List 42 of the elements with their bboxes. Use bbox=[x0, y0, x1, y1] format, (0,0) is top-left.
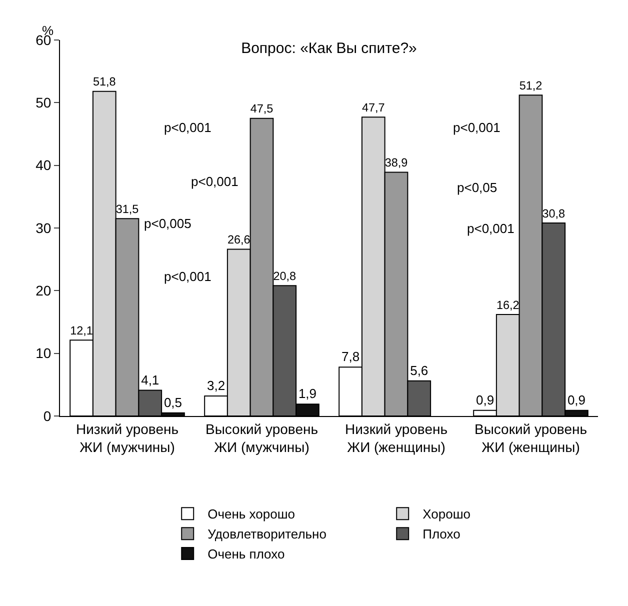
data-label: 31,5 bbox=[116, 202, 140, 216]
y-tick-label: 30 bbox=[36, 220, 52, 236]
data-label: 4,1 bbox=[141, 372, 160, 388]
annotation: p<0,001 bbox=[467, 221, 514, 236]
y-tick-label: 0 bbox=[43, 408, 52, 424]
x-tick-label: Высокий уровень ЖИ (мужчины) bbox=[205, 420, 318, 455]
data-label: 0,9 bbox=[476, 392, 494, 408]
data-label: 7,8 bbox=[341, 349, 360, 364]
annotation: p<0,001 bbox=[164, 120, 212, 135]
data-label: 51,2 bbox=[519, 79, 542, 92]
data-label: 30,8 bbox=[542, 207, 566, 220]
legend-label: Плохо bbox=[422, 526, 460, 542]
data-label: 3,2 bbox=[206, 378, 226, 393]
x-tick-label: Низкий уровень ЖИ (мужчины) bbox=[76, 420, 179, 455]
data-label: 47,5 bbox=[250, 102, 274, 116]
data-label: 16,2 bbox=[496, 298, 520, 312]
x-tick-label: Низкий уровень ЖИ (женщины) bbox=[344, 420, 448, 455]
annotation: p<0,001 bbox=[164, 269, 212, 284]
data-label: 5,6 bbox=[410, 362, 428, 378]
legend-label: Очень плохо bbox=[208, 546, 285, 562]
legend-label: Хорошо bbox=[422, 506, 470, 522]
data-label: 51,8 bbox=[92, 76, 116, 89]
data-label: 20,8 bbox=[273, 270, 297, 283]
y-tick-label: 50 bbox=[36, 94, 52, 111]
legend-label: Очень хорошо bbox=[208, 506, 295, 522]
legend-label: Удовлетворительно bbox=[208, 526, 326, 542]
annotation: p<0,001 bbox=[191, 174, 238, 189]
data-label: 12,1 bbox=[70, 324, 93, 338]
data-label: 1,9 bbox=[298, 386, 317, 402]
data-label: 0,9 bbox=[567, 392, 586, 408]
annotation: p<0,05 bbox=[457, 180, 498, 195]
x-tick-label: Высокий уровень ЖИ (женщины) bbox=[474, 420, 588, 455]
data-label: 26,6 bbox=[227, 234, 251, 247]
chart-title: Вопрос: «Как Вы спите?» bbox=[241, 40, 417, 57]
data-label: 38,9 bbox=[384, 156, 408, 170]
data-label: 0,5 bbox=[164, 394, 182, 410]
y-tick-label: 40 bbox=[36, 157, 52, 174]
annotation: p<0,005 bbox=[144, 216, 192, 231]
data-label: 47,7 bbox=[362, 101, 385, 114]
y-tick-label: 10 bbox=[36, 345, 52, 362]
y-tick-label: 20 bbox=[36, 282, 52, 299]
annotation: p<0,001 bbox=[453, 120, 500, 135]
